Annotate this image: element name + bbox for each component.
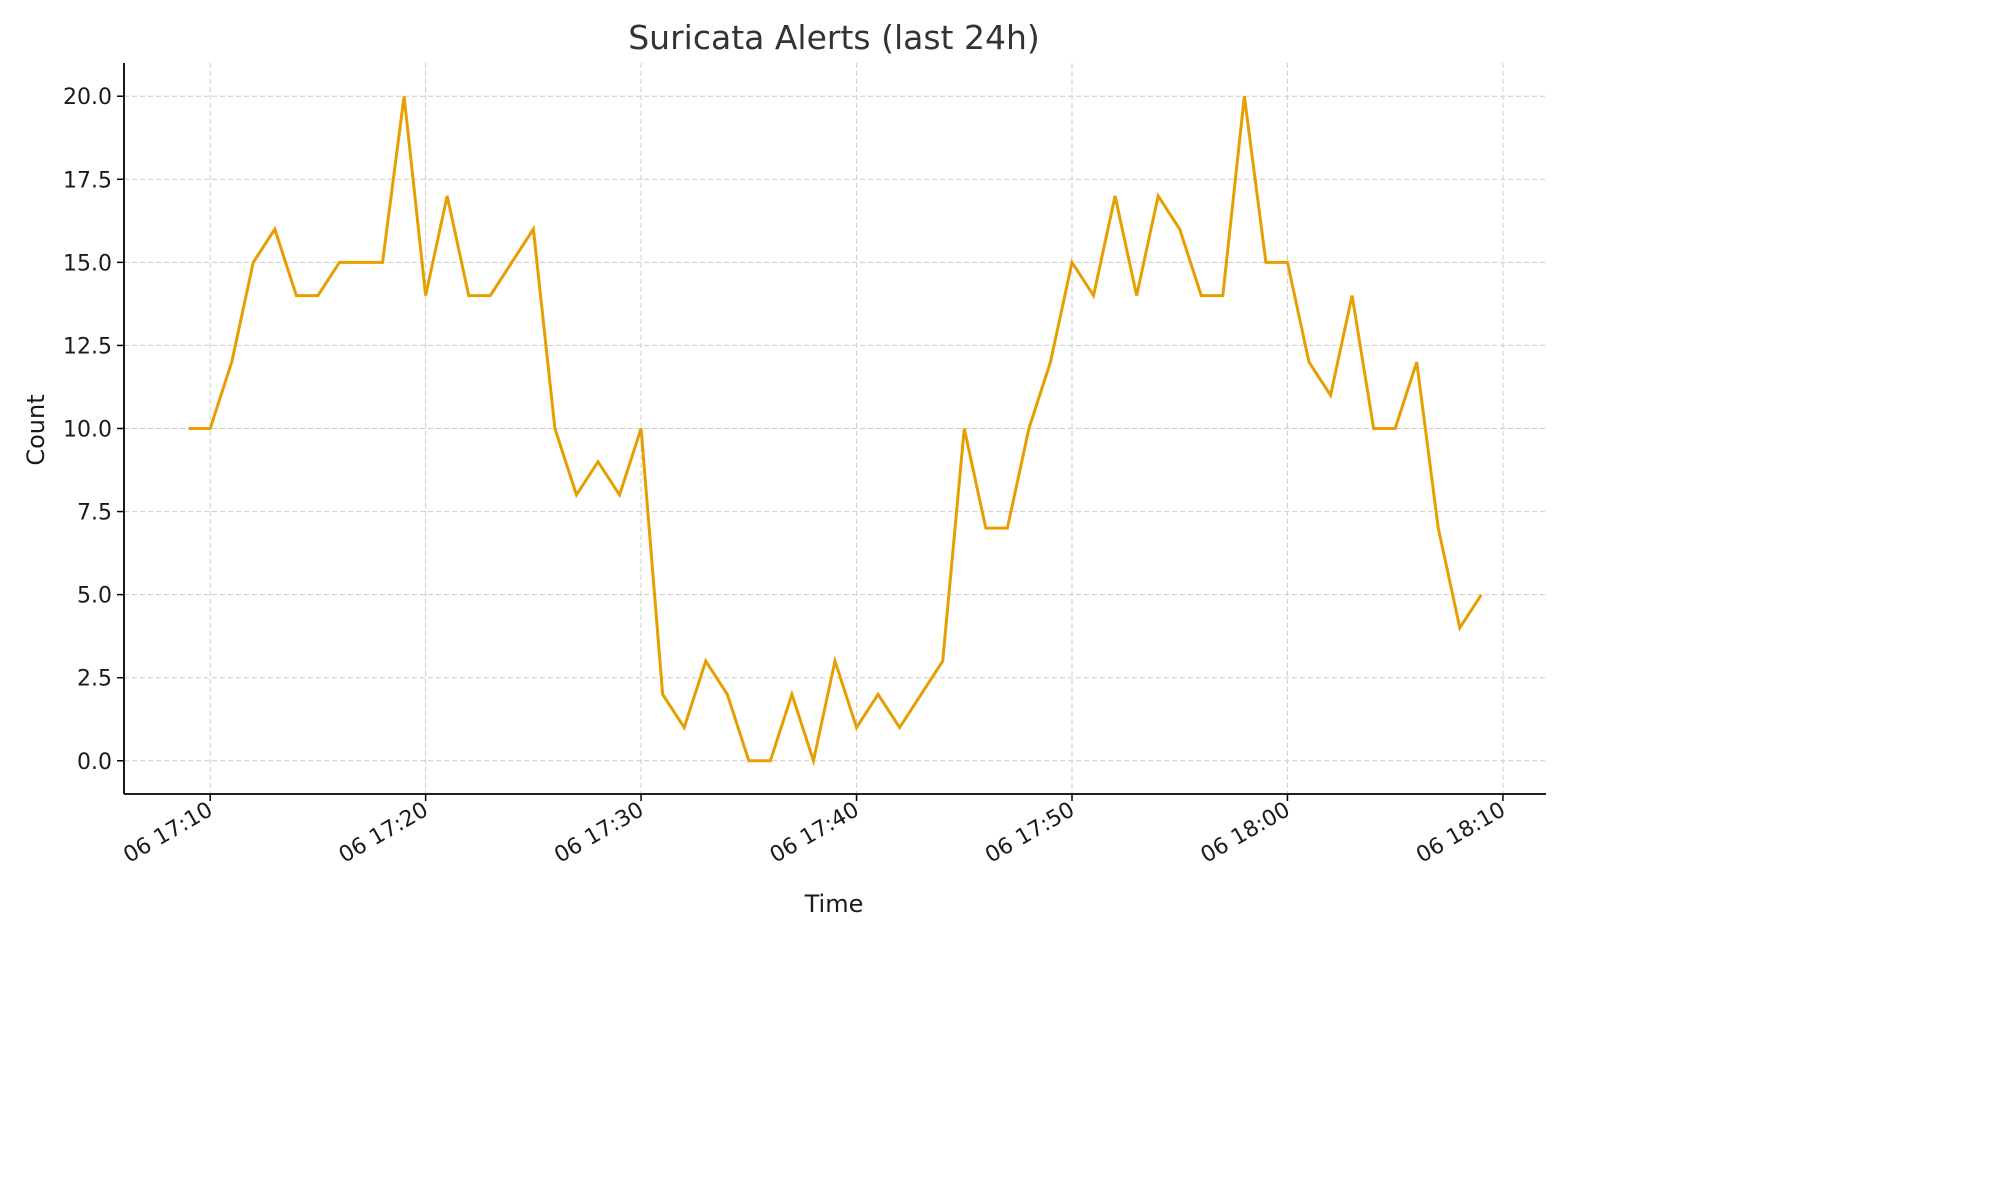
x-tick-label: 06 17:40 — [766, 798, 864, 869]
y-tick-label: 20.0 — [63, 85, 112, 110]
x-tick-label: 06 18:10 — [1412, 798, 1510, 869]
y-tick-label: 5.0 — [77, 584, 112, 609]
grid — [124, 63, 1546, 794]
y-axis-label: Count — [22, 394, 50, 465]
y-tick-label: 7.5 — [77, 501, 112, 526]
y-tick-label: 2.5 — [77, 667, 112, 692]
y-tick-label: 15.0 — [63, 251, 112, 276]
x-tick-label: 06 17:20 — [335, 798, 433, 869]
chart: 0.0 2.5 5.0 7.5 10.0 12.5 15.0 17.5 20.0 06 17:1… — [22, 18, 1546, 918]
series-layer — [188, 96, 1483, 767]
chart-title: Suricata Alerts (last 24h) — [628, 18, 1040, 57]
y-tick-label: 17.5 — [63, 168, 112, 193]
series-line — [188, 96, 1483, 767]
x-tick-label: 06 18:00 — [1197, 798, 1295, 869]
x-tick-labels: 06 17:10 06 17:20 06 17:30 06 17:40 06 17:50… — [119, 798, 1509, 869]
axes — [117, 63, 1546, 801]
y-tick-label: 10.0 — [63, 418, 112, 443]
y-tick-label: 12.5 — [63, 334, 112, 359]
x-tick-label: 06 17:10 — [119, 798, 217, 869]
y-tick-label: 0.0 — [77, 750, 112, 775]
x-tick-label: 06 17:30 — [550, 798, 648, 869]
y-tick-labels: 0.0 2.5 5.0 7.5 10.0 12.5 15.0 17.5 20.0 — [63, 85, 112, 775]
x-tick-label: 06 17:50 — [981, 798, 1079, 869]
x-axis-label: Time — [804, 890, 864, 918]
